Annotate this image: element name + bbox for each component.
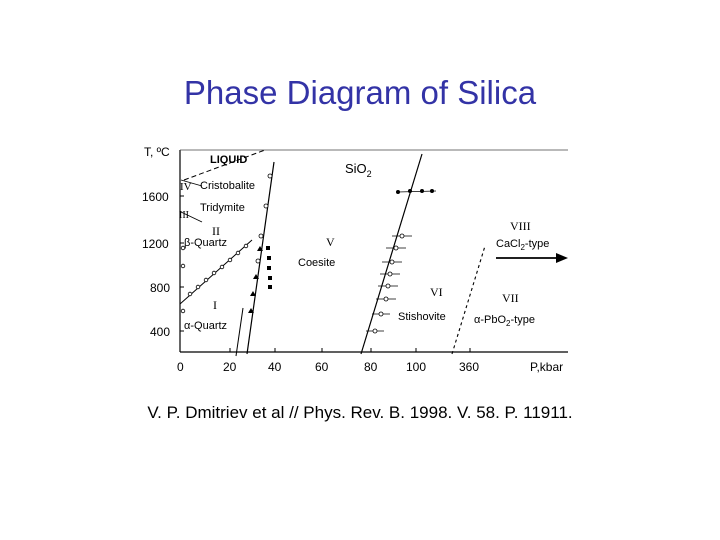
x-tick-label: 100 bbox=[406, 360, 426, 374]
quartz-coesite-boundary-lower bbox=[235, 307, 244, 357]
x-tick-label: 20 bbox=[223, 360, 237, 374]
data-point bbox=[268, 285, 272, 289]
data-point bbox=[267, 256, 271, 260]
data-point bbox=[219, 264, 225, 270]
data-point bbox=[258, 233, 264, 239]
label-viii: VIII bbox=[510, 219, 531, 233]
data-point bbox=[180, 308, 186, 314]
quartz-coesite-points bbox=[255, 173, 273, 264]
label-liquid: LIQUID bbox=[210, 154, 247, 166]
data-point bbox=[268, 276, 272, 280]
x-tick-label: 80 bbox=[364, 360, 378, 374]
label-tridymite: Tridymite bbox=[200, 202, 245, 214]
label-alpha-quartz: α-Quartz bbox=[184, 320, 227, 332]
high-pressure-segment bbox=[397, 190, 437, 193]
data-point bbox=[387, 271, 393, 277]
data-point bbox=[255, 258, 261, 264]
data-point bbox=[267, 173, 273, 179]
data-point bbox=[180, 245, 186, 251]
data-point bbox=[393, 245, 399, 251]
y-tick-label: 400 bbox=[150, 325, 170, 339]
label-sio2: SiO2 bbox=[345, 161, 372, 179]
cacl2-subscript: 2 bbox=[520, 243, 525, 252]
y-tick-label: 800 bbox=[150, 281, 170, 295]
quartz-transition-points bbox=[180, 243, 249, 314]
label-stishovite: Stishovite bbox=[398, 311, 446, 323]
data-point bbox=[383, 296, 389, 302]
label-coesite: Coesite bbox=[298, 257, 335, 269]
square-markers bbox=[266, 246, 272, 289]
data-point bbox=[235, 250, 241, 256]
cacl2-suffix: -type bbox=[525, 238, 549, 250]
data-point bbox=[257, 246, 263, 251]
y-tick-label: 1600 bbox=[142, 190, 169, 204]
data-point bbox=[253, 274, 259, 279]
label-pbo2: α-PbO2-type bbox=[474, 314, 535, 328]
label-iii: III bbox=[179, 210, 189, 221]
data-point bbox=[195, 284, 201, 290]
quartz-coesite-filled-points bbox=[248, 246, 263, 313]
citation-caption: V. P. Dmitriev et al // Phys. Rev. B. 19… bbox=[147, 403, 573, 422]
pbo2-formula: α-PbO bbox=[474, 314, 506, 326]
data-point bbox=[180, 263, 186, 269]
data-point bbox=[250, 291, 256, 296]
label-v: V bbox=[326, 235, 335, 249]
data-point bbox=[372, 328, 378, 334]
x-axis-label: P,kbar bbox=[530, 360, 563, 374]
label-ii: II bbox=[212, 224, 220, 238]
pressure-arrow-head bbox=[556, 253, 568, 263]
cristobalite-tridymite-boundary bbox=[180, 179, 203, 187]
data-point bbox=[248, 308, 254, 313]
data-point bbox=[267, 266, 271, 270]
y-axis-label: T, ºC bbox=[144, 145, 170, 159]
x-tick-label: 40 bbox=[268, 360, 282, 374]
data-point bbox=[243, 243, 249, 249]
compound-formula: SiO bbox=[345, 161, 367, 176]
coesite-stishovite-boundary bbox=[360, 153, 423, 355]
pbo2-subscript: 2 bbox=[506, 319, 511, 328]
label-beta-quartz: β-Quartz bbox=[184, 237, 227, 249]
x-tick-label: 360 bbox=[459, 360, 479, 374]
liquidus-boundary bbox=[183, 149, 266, 181]
label-vi: VI bbox=[430, 285, 443, 299]
tridymite-quartz-boundary bbox=[180, 211, 203, 223]
data-point bbox=[227, 257, 233, 263]
pbo2-suffix: -type bbox=[511, 314, 535, 326]
label-i: I bbox=[213, 298, 217, 312]
data-point bbox=[389, 259, 395, 265]
label-iv: IV bbox=[180, 181, 192, 193]
label-cristobalite: Cristobalite bbox=[200, 180, 255, 192]
data-point bbox=[203, 277, 209, 283]
data-point bbox=[399, 233, 405, 239]
compound-subscript: 2 bbox=[367, 169, 372, 179]
label-vii: VII bbox=[502, 291, 519, 305]
data-point bbox=[211, 270, 217, 276]
x-tick-label: 0 bbox=[177, 360, 184, 374]
phase-diagram-figure: T, ºC 1600 1200 800 400 0 20 40 60 80 10… bbox=[140, 136, 580, 381]
stishovite-pbo2-boundary bbox=[451, 245, 486, 355]
stishovite-points bbox=[366, 233, 412, 334]
data-point bbox=[266, 246, 270, 250]
cacl2-formula: CaCl bbox=[496, 238, 520, 250]
data-point bbox=[378, 311, 384, 317]
slide-title: Phase Diagram of Silica bbox=[183, 74, 537, 111]
data-point bbox=[263, 203, 269, 209]
data-point bbox=[408, 189, 412, 193]
data-point bbox=[187, 291, 193, 297]
x-tick-label: 60 bbox=[315, 360, 329, 374]
data-point bbox=[385, 283, 391, 289]
quartz-coesite-boundary bbox=[246, 161, 275, 355]
y-tick-label: 1200 bbox=[142, 237, 169, 251]
label-cacl2: CaCl2-type bbox=[496, 238, 549, 252]
